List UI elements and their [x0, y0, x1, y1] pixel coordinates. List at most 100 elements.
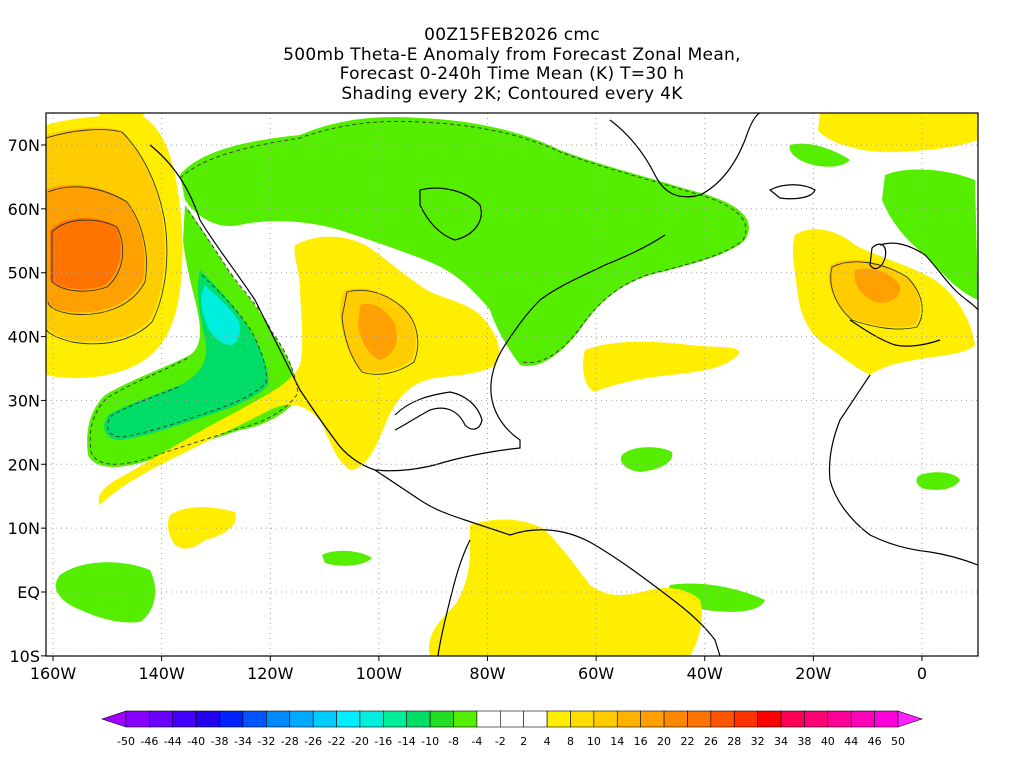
- colorbar-label: 50: [891, 735, 905, 748]
- colorbar-label: 32: [751, 735, 765, 748]
- coastline-central-america: [374, 469, 511, 536]
- yellow-region-north-pacific-top: [99, 113, 145, 130]
- colorbar-swatch: [312, 710, 337, 728]
- colorbar-swatch: [219, 710, 244, 728]
- colorbar-label: 14: [610, 735, 624, 748]
- colorbar-swatch: [500, 710, 524, 728]
- colorbar-label: 44: [844, 735, 858, 748]
- contour-pos-12-alaska: [51, 219, 124, 292]
- colorbar-label: 20: [657, 735, 671, 748]
- colorbar-swatch: [453, 710, 478, 728]
- colorbar-swatch: [663, 710, 688, 728]
- longitude-label: 120W: [247, 664, 294, 683]
- colorbar-labels: -50 -46 -44 -40 -38 -34 -32 -28 -26 -22 -20 -16 -14-…: [117, 735, 905, 748]
- colorbar-swatch: [570, 710, 595, 728]
- title-line-4: Shading every 2K; Contoured every 4K: [341, 83, 683, 104]
- colorbar-swatch: [687, 710, 712, 728]
- colorbar-label: -14: [398, 735, 416, 748]
- title-line-3: Forecast 0-240h Time Mean (K) T=30 h: [339, 64, 685, 84]
- coastline-florida-gulf: [394, 391, 483, 431]
- latitude-labels: 70N 60N 50N 40N 30N 20N 10N EQ 10S: [8, 136, 46, 666]
- colorbar-swatch: [757, 710, 782, 728]
- contour-pos-4-us: [341, 289, 419, 375]
- colorbar: [101, 710, 923, 728]
- colorbar-label: -40: [187, 735, 205, 748]
- yellow-region-south-america: [429, 519, 702, 656]
- colorbar-label: 46: [868, 735, 882, 748]
- colorbar-swatch: [336, 710, 361, 728]
- colorbar-label: -46: [140, 735, 158, 748]
- longitude-label: 100W: [356, 664, 403, 683]
- colorbar-label: -34: [234, 735, 252, 748]
- colorbar-label: 38: [797, 735, 811, 748]
- colorbar-label: 22: [680, 735, 694, 748]
- contour-neg-4-pacific: [89, 209, 299, 465]
- latitude-label: 20N: [8, 455, 40, 474]
- colorbar-label: -44: [164, 735, 182, 748]
- title-block: 00Z15FEB2026 cmc 500mb Theta-E Anomaly f…: [0, 25, 1024, 104]
- colorbar-label: -26: [304, 735, 322, 748]
- green-region-greenland-east: [789, 143, 850, 167]
- colorbar-label: 16: [634, 735, 648, 748]
- colorbar-label: 4: [544, 735, 551, 748]
- shading-layer: [46, 113, 978, 656]
- contour-neg-8-pacific: [107, 274, 267, 438]
- colorbar-swatch: [780, 710, 805, 728]
- latitude-label: 70N: [8, 136, 40, 155]
- green-region-scandinavia: [882, 169, 978, 300]
- green-region-atlantic-small: [620, 447, 673, 472]
- green-region-eq-central: [322, 550, 372, 566]
- colorbar-swatch: [195, 710, 220, 728]
- colorbar-swatch: [476, 710, 501, 728]
- colorbar-label: 2: [520, 735, 527, 748]
- colorbar-swatch: [616, 710, 641, 728]
- colorbar-swatch: [383, 710, 408, 728]
- colorbar-label: 26: [704, 735, 718, 748]
- title-line-1: 00Z15FEB2026 cmc: [424, 25, 600, 45]
- colorbar-label: -4: [471, 735, 482, 748]
- contour-pos-8-alaska: [47, 186, 147, 315]
- longitude-label: 40W: [687, 664, 723, 683]
- green-region-eq-africa: [916, 472, 960, 490]
- title-line-2: 500mb Theta-E Anomaly from Forecast Zona…: [283, 44, 741, 65]
- green-region-eq-pacific: [55, 562, 156, 623]
- colorbar-swatch: [804, 710, 829, 728]
- colorbar-swatch: [359, 710, 384, 728]
- colorbar-swatch: [874, 710, 899, 728]
- longitude-label: 60W: [578, 664, 614, 683]
- coastline-hudson-bay: [419, 187, 482, 241]
- colorbar-label: -22: [328, 735, 346, 748]
- longitude-label: 0: [917, 664, 927, 683]
- coastline-south-america: [437, 529, 721, 656]
- coastline-iceland: [768, 184, 816, 200]
- colorbar-label: 10: [587, 735, 601, 748]
- latitude-label: 40N: [8, 328, 40, 347]
- longitude-labels: 160W 140W 120W 100W 80W 60W 40W 20W 0: [30, 656, 927, 683]
- colorbar-label: -2: [495, 735, 506, 748]
- colorbar-swatch: [242, 710, 267, 728]
- colorbar-label: -8: [448, 735, 459, 748]
- cyan-region-pacific-core: [201, 285, 240, 345]
- colorbar-swatch: [640, 710, 665, 728]
- colorbar-swatch: [546, 710, 571, 728]
- orange-region-us: [358, 303, 397, 360]
- colorbar-swatch: [523, 710, 548, 728]
- colorbar-swatch: [266, 710, 291, 728]
- colorbar-swatch: [827, 710, 852, 728]
- yellow-region-greenland-north: [818, 113, 978, 152]
- latitude-label: EQ: [17, 583, 40, 602]
- colorbar-label: -10: [421, 735, 439, 748]
- grid-layer: [46, 113, 978, 657]
- contour-layer: [46, 120, 923, 465]
- contour-neg-4-canada: [179, 120, 747, 364]
- colorbar-swatch: [850, 710, 875, 728]
- colorbar-label: -50: [117, 735, 135, 748]
- colorbar-label: -16: [374, 735, 392, 748]
- colorbar-swatch: [125, 710, 150, 728]
- latitude-label: 10S: [9, 647, 40, 666]
- longitude-label: 140W: [138, 664, 185, 683]
- colorbar-arrow-left: [101, 710, 127, 728]
- colorbar-label: -28: [281, 735, 299, 748]
- colorbar-swatch: [406, 710, 431, 728]
